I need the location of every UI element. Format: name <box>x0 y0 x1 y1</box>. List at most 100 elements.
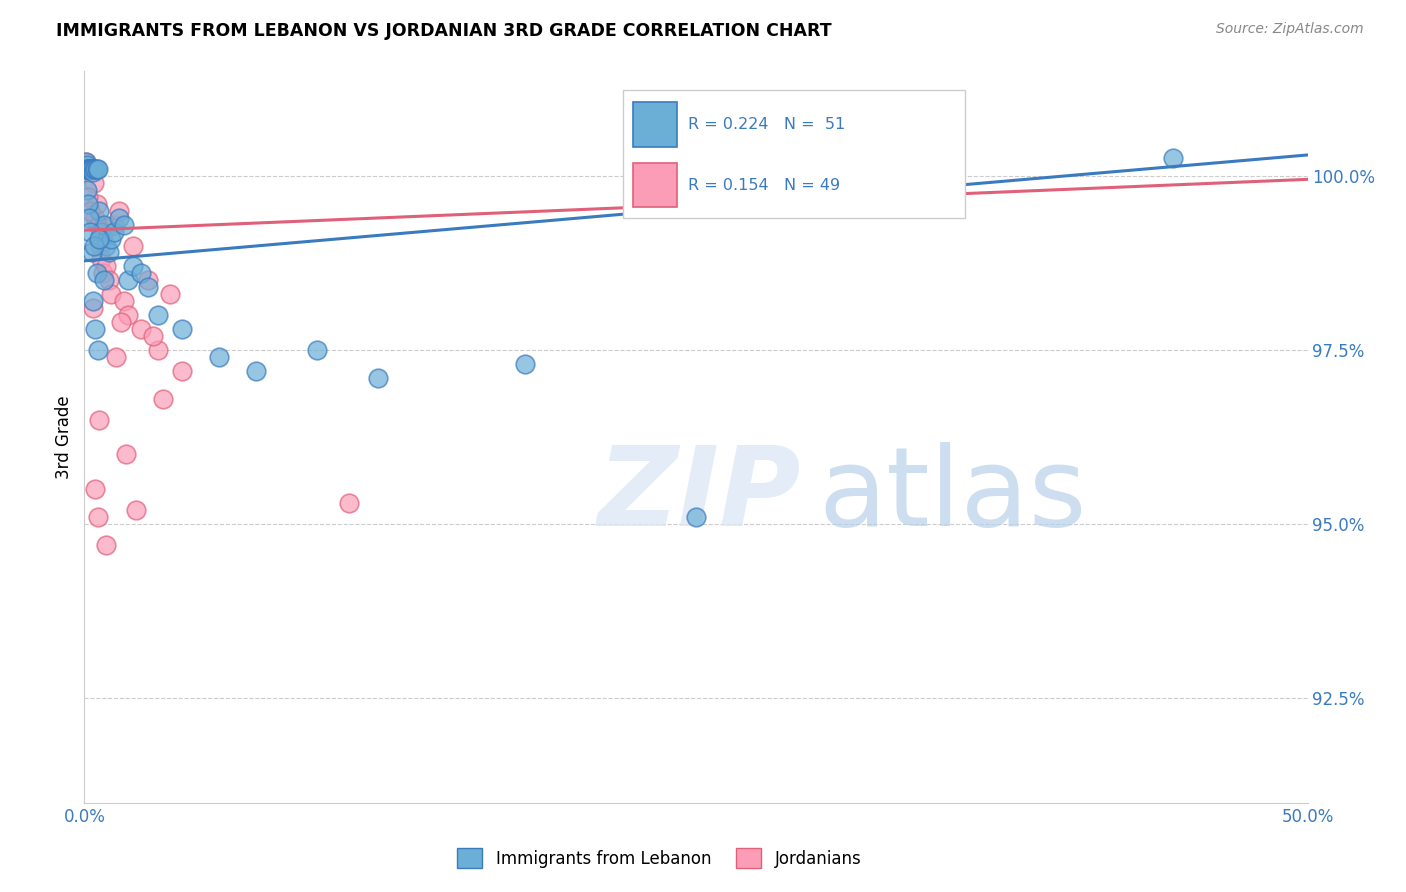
Point <box>100 287 122 301</box>
Point <box>93 218 115 232</box>
Point <box>77 196 100 211</box>
Point <box>76 161 98 176</box>
Point <box>86 161 108 176</box>
Point <box>107 211 129 225</box>
Point <box>77 190 100 204</box>
Point <box>79 225 101 239</box>
Point <box>76 161 98 176</box>
Point <box>84 483 107 497</box>
Point <box>129 266 152 280</box>
Point <box>77 161 100 176</box>
Point <box>117 308 139 322</box>
Point <box>89 238 111 252</box>
Point <box>79 161 101 176</box>
Point <box>84 161 107 176</box>
Point <box>82 161 104 176</box>
Point <box>83 161 105 176</box>
Point <box>122 238 145 252</box>
Point <box>75 155 97 169</box>
Point <box>77 211 100 225</box>
Point <box>115 448 138 462</box>
Point <box>87 510 110 524</box>
Point <box>93 273 115 287</box>
Point <box>305 343 328 357</box>
Point <box>1161 152 1184 166</box>
Point <box>82 161 104 176</box>
Point <box>80 161 103 176</box>
Point <box>87 218 110 232</box>
Point <box>87 412 110 426</box>
Point <box>76 158 98 172</box>
Point <box>96 238 118 252</box>
Point <box>80 245 103 260</box>
Point <box>87 231 110 245</box>
Point <box>80 161 103 176</box>
Text: Source: ZipAtlas.com: Source: ZipAtlas.com <box>1216 22 1364 37</box>
Point <box>87 343 110 357</box>
Text: atlas: atlas <box>818 442 1087 549</box>
Text: ZIP: ZIP <box>598 442 801 549</box>
Point <box>77 161 100 176</box>
Point <box>136 280 159 294</box>
Point <box>91 266 114 280</box>
Y-axis label: 3rd Grade: 3rd Grade <box>55 395 73 479</box>
Point <box>76 161 98 176</box>
Point <box>100 231 122 245</box>
Point <box>96 538 118 552</box>
Point <box>105 350 128 364</box>
Point <box>77 161 100 176</box>
Point <box>337 496 360 510</box>
Point <box>75 161 97 176</box>
Point <box>146 308 169 322</box>
Point <box>97 273 120 287</box>
Point <box>77 161 100 176</box>
Point <box>87 203 110 218</box>
Point <box>79 161 101 176</box>
Point <box>83 176 105 190</box>
Point <box>367 371 389 385</box>
Point <box>172 364 194 378</box>
Text: IMMIGRANTS FROM LEBANON VS JORDANIAN 3RD GRADE CORRELATION CHART: IMMIGRANTS FROM LEBANON VS JORDANIAN 3RD… <box>56 22 832 40</box>
Point <box>172 322 194 336</box>
Point <box>103 225 125 239</box>
Point <box>82 294 104 309</box>
Point <box>76 183 98 197</box>
Point <box>77 161 100 176</box>
Point <box>82 301 104 316</box>
Point <box>110 315 132 329</box>
Point <box>75 155 97 169</box>
Point <box>80 161 103 176</box>
Point <box>117 273 139 287</box>
Point <box>82 165 104 179</box>
Point <box>79 161 101 176</box>
Point <box>83 161 105 176</box>
Point <box>129 322 152 336</box>
Point <box>96 260 118 274</box>
Point <box>103 218 125 232</box>
Point <box>80 161 103 176</box>
Point <box>86 266 108 280</box>
Legend: Immigrants from Lebanon, Jordanians: Immigrants from Lebanon, Jordanians <box>451 841 868 875</box>
Point <box>83 238 105 252</box>
Point <box>75 161 97 176</box>
Point <box>107 203 129 218</box>
Point <box>146 343 169 357</box>
Point <box>125 503 148 517</box>
Point <box>87 161 110 176</box>
Point <box>142 329 165 343</box>
Point <box>97 245 120 260</box>
Point <box>159 287 181 301</box>
Point <box>82 161 104 176</box>
Point <box>87 231 110 245</box>
Point <box>245 364 267 378</box>
Point <box>136 273 159 287</box>
Point <box>112 218 135 232</box>
Point <box>152 392 174 406</box>
Point <box>208 350 231 364</box>
Point <box>77 161 100 176</box>
Point <box>93 225 115 239</box>
Point <box>84 211 107 225</box>
Point <box>122 260 145 274</box>
Point <box>86 196 108 211</box>
Point <box>84 322 107 336</box>
